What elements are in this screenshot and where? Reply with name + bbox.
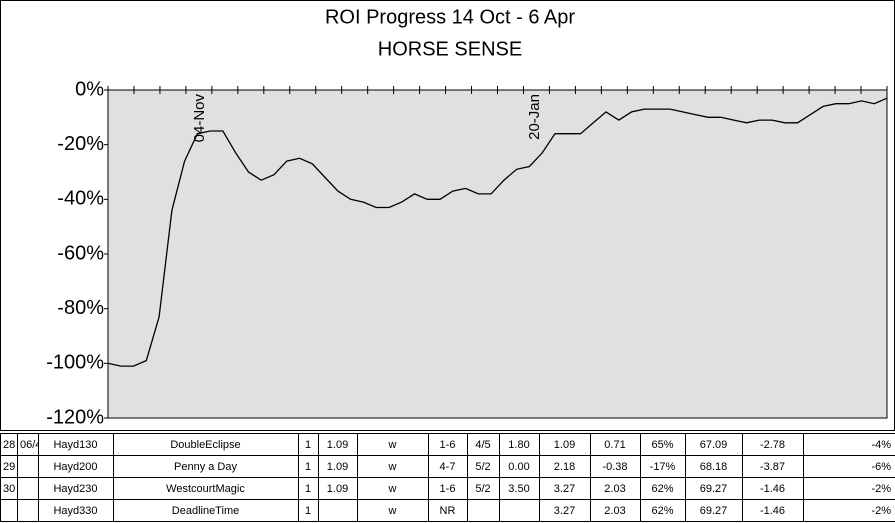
cell-text: -2.78 bbox=[760, 439, 785, 451]
cell-text: 1 bbox=[305, 461, 311, 473]
annotation: 04-Nov bbox=[191, 94, 208, 143]
table-cell bbox=[467, 499, 500, 522]
cell-text: 1-6 bbox=[440, 483, 456, 495]
plot-area bbox=[107, 89, 888, 419]
y-tick-label: -60% bbox=[57, 242, 104, 264]
y-tick-label: -40% bbox=[57, 188, 104, 210]
cell-text: Hayd330 bbox=[53, 505, 97, 517]
cell-text: Hayd130 bbox=[53, 439, 97, 451]
cell-text: Hayd200 bbox=[53, 461, 97, 473]
cell-text: 2.03 bbox=[604, 483, 625, 495]
cell-text: -6% bbox=[871, 461, 891, 473]
cell-text: w bbox=[388, 505, 397, 517]
table-cell bbox=[17, 455, 39, 478]
table-cell bbox=[318, 499, 358, 522]
cell-text: 3.27 bbox=[554, 505, 575, 517]
cell-text: 1 bbox=[305, 505, 311, 517]
cell-text: 65% bbox=[651, 439, 673, 451]
cell-text: 4-7 bbox=[440, 461, 456, 473]
cell-text: 1.09 bbox=[327, 439, 348, 451]
cell-text: WestcourtMagic bbox=[166, 483, 245, 495]
cell-text: 06/4 bbox=[20, 439, 41, 451]
cell-text: 4/5 bbox=[475, 439, 490, 451]
cell-text: 62% bbox=[651, 483, 673, 495]
cell-text: Penny a Day bbox=[174, 461, 237, 473]
cell-text: DoubleEclipse bbox=[170, 439, 240, 451]
annotation: 20-Jan bbox=[526, 94, 543, 140]
chart-title: ROI Progress 14 Oct - 6 Apr bbox=[325, 6, 575, 28]
cell-text: 28 bbox=[3, 439, 15, 451]
cell-text: 3.27 bbox=[554, 483, 575, 495]
table-cell bbox=[0, 499, 18, 522]
cell-text: 1.09 bbox=[327, 461, 348, 473]
cell-text: -1.46 bbox=[760, 505, 785, 517]
cell-text: 1 bbox=[305, 439, 311, 451]
cell-text: w bbox=[388, 439, 397, 451]
y-tick-label: -120% bbox=[46, 406, 104, 428]
cell-text: 3.50 bbox=[508, 483, 529, 495]
cell-text: -2% bbox=[871, 483, 891, 495]
table-cell bbox=[17, 499, 39, 522]
cell-text: -1.46 bbox=[760, 483, 785, 495]
table-cell bbox=[803, 499, 895, 522]
cell-text: Hayd230 bbox=[53, 483, 97, 495]
cell-text: 1.80 bbox=[508, 439, 529, 451]
cell-text: w bbox=[388, 461, 397, 473]
cell-text: -17% bbox=[650, 461, 676, 473]
roi-line bbox=[107, 97, 888, 367]
table-cell bbox=[17, 477, 39, 500]
cell-text: -4% bbox=[871, 439, 891, 451]
cell-text: 29 bbox=[3, 461, 15, 473]
cell-text: DeadlineTime bbox=[172, 505, 239, 517]
cell-text: 1 bbox=[305, 483, 311, 495]
cell-text: 68.18 bbox=[700, 461, 728, 473]
cell-text: 67.09 bbox=[700, 439, 728, 451]
cell-text: -0.38 bbox=[602, 461, 627, 473]
table-cell bbox=[499, 499, 540, 522]
cell-text: 62% bbox=[651, 505, 673, 517]
y-tick-label: 0% bbox=[75, 78, 104, 100]
cell-text: 2.03 bbox=[604, 505, 625, 517]
y-tick-label: -20% bbox=[57, 133, 104, 155]
cell-text: 69.27 bbox=[700, 483, 728, 495]
y-tick-label: -80% bbox=[57, 297, 104, 319]
cell-text: 0.00 bbox=[508, 461, 529, 473]
cell-text: 1.09 bbox=[327, 483, 348, 495]
cell-text: w bbox=[388, 483, 397, 495]
cell-text: NR bbox=[440, 505, 456, 517]
cell-text: 5/2 bbox=[475, 461, 490, 473]
cell-text: 69.27 bbox=[700, 505, 728, 517]
cell-text: -2% bbox=[871, 505, 891, 517]
cell-text: 5/2 bbox=[475, 483, 490, 495]
cell-text: 1.09 bbox=[554, 439, 575, 451]
cell-text: -3.87 bbox=[760, 461, 785, 473]
chart-subtitle: HORSE SENSE bbox=[378, 38, 522, 60]
cell-text: 1-6 bbox=[440, 439, 456, 451]
y-tick-label: -100% bbox=[46, 352, 104, 374]
cell-text: 0.71 bbox=[604, 439, 625, 451]
cell-text: 2.18 bbox=[554, 461, 575, 473]
cell-text: 30 bbox=[3, 483, 15, 495]
